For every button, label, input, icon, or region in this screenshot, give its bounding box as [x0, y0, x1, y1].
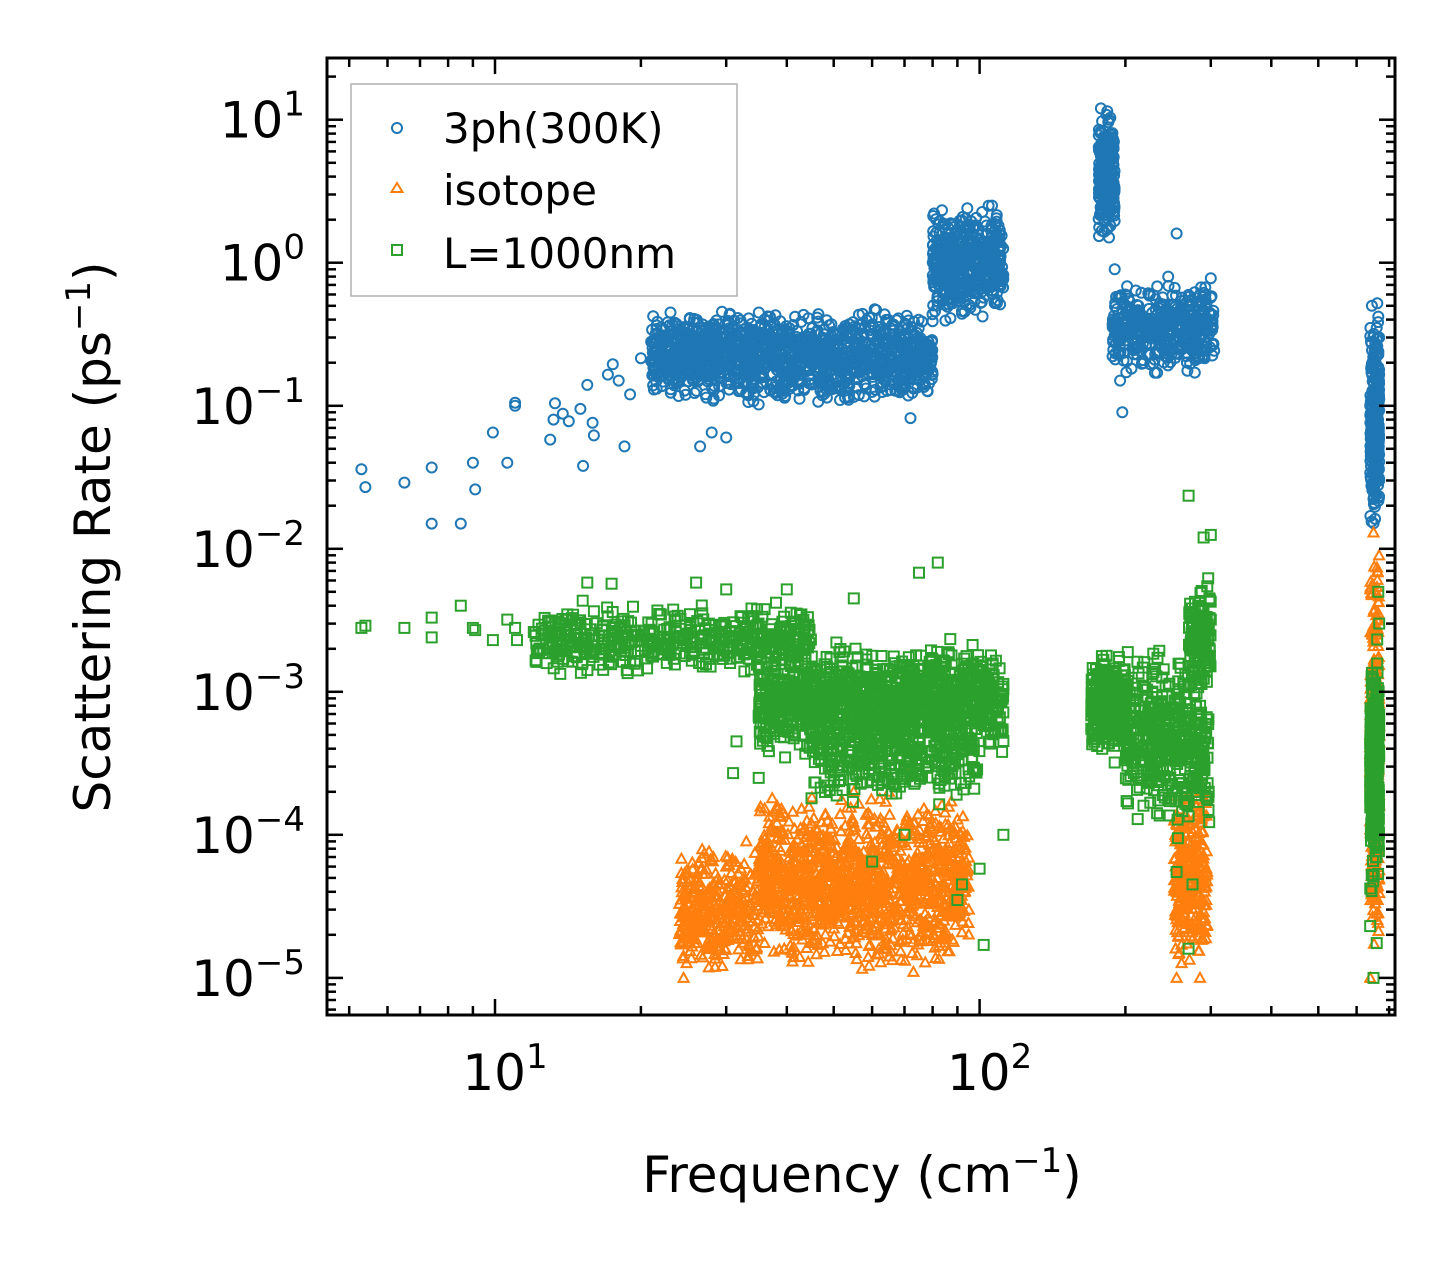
data-point-3ph	[793, 392, 806, 405]
data-point-3ph	[926, 308, 939, 321]
data-point-3ph	[647, 310, 660, 323]
data-point-3ph	[716, 305, 728, 318]
data-point-3ph	[708, 379, 721, 392]
data-point-3ph	[700, 391, 713, 404]
data-layer	[355, 102, 1386, 984]
